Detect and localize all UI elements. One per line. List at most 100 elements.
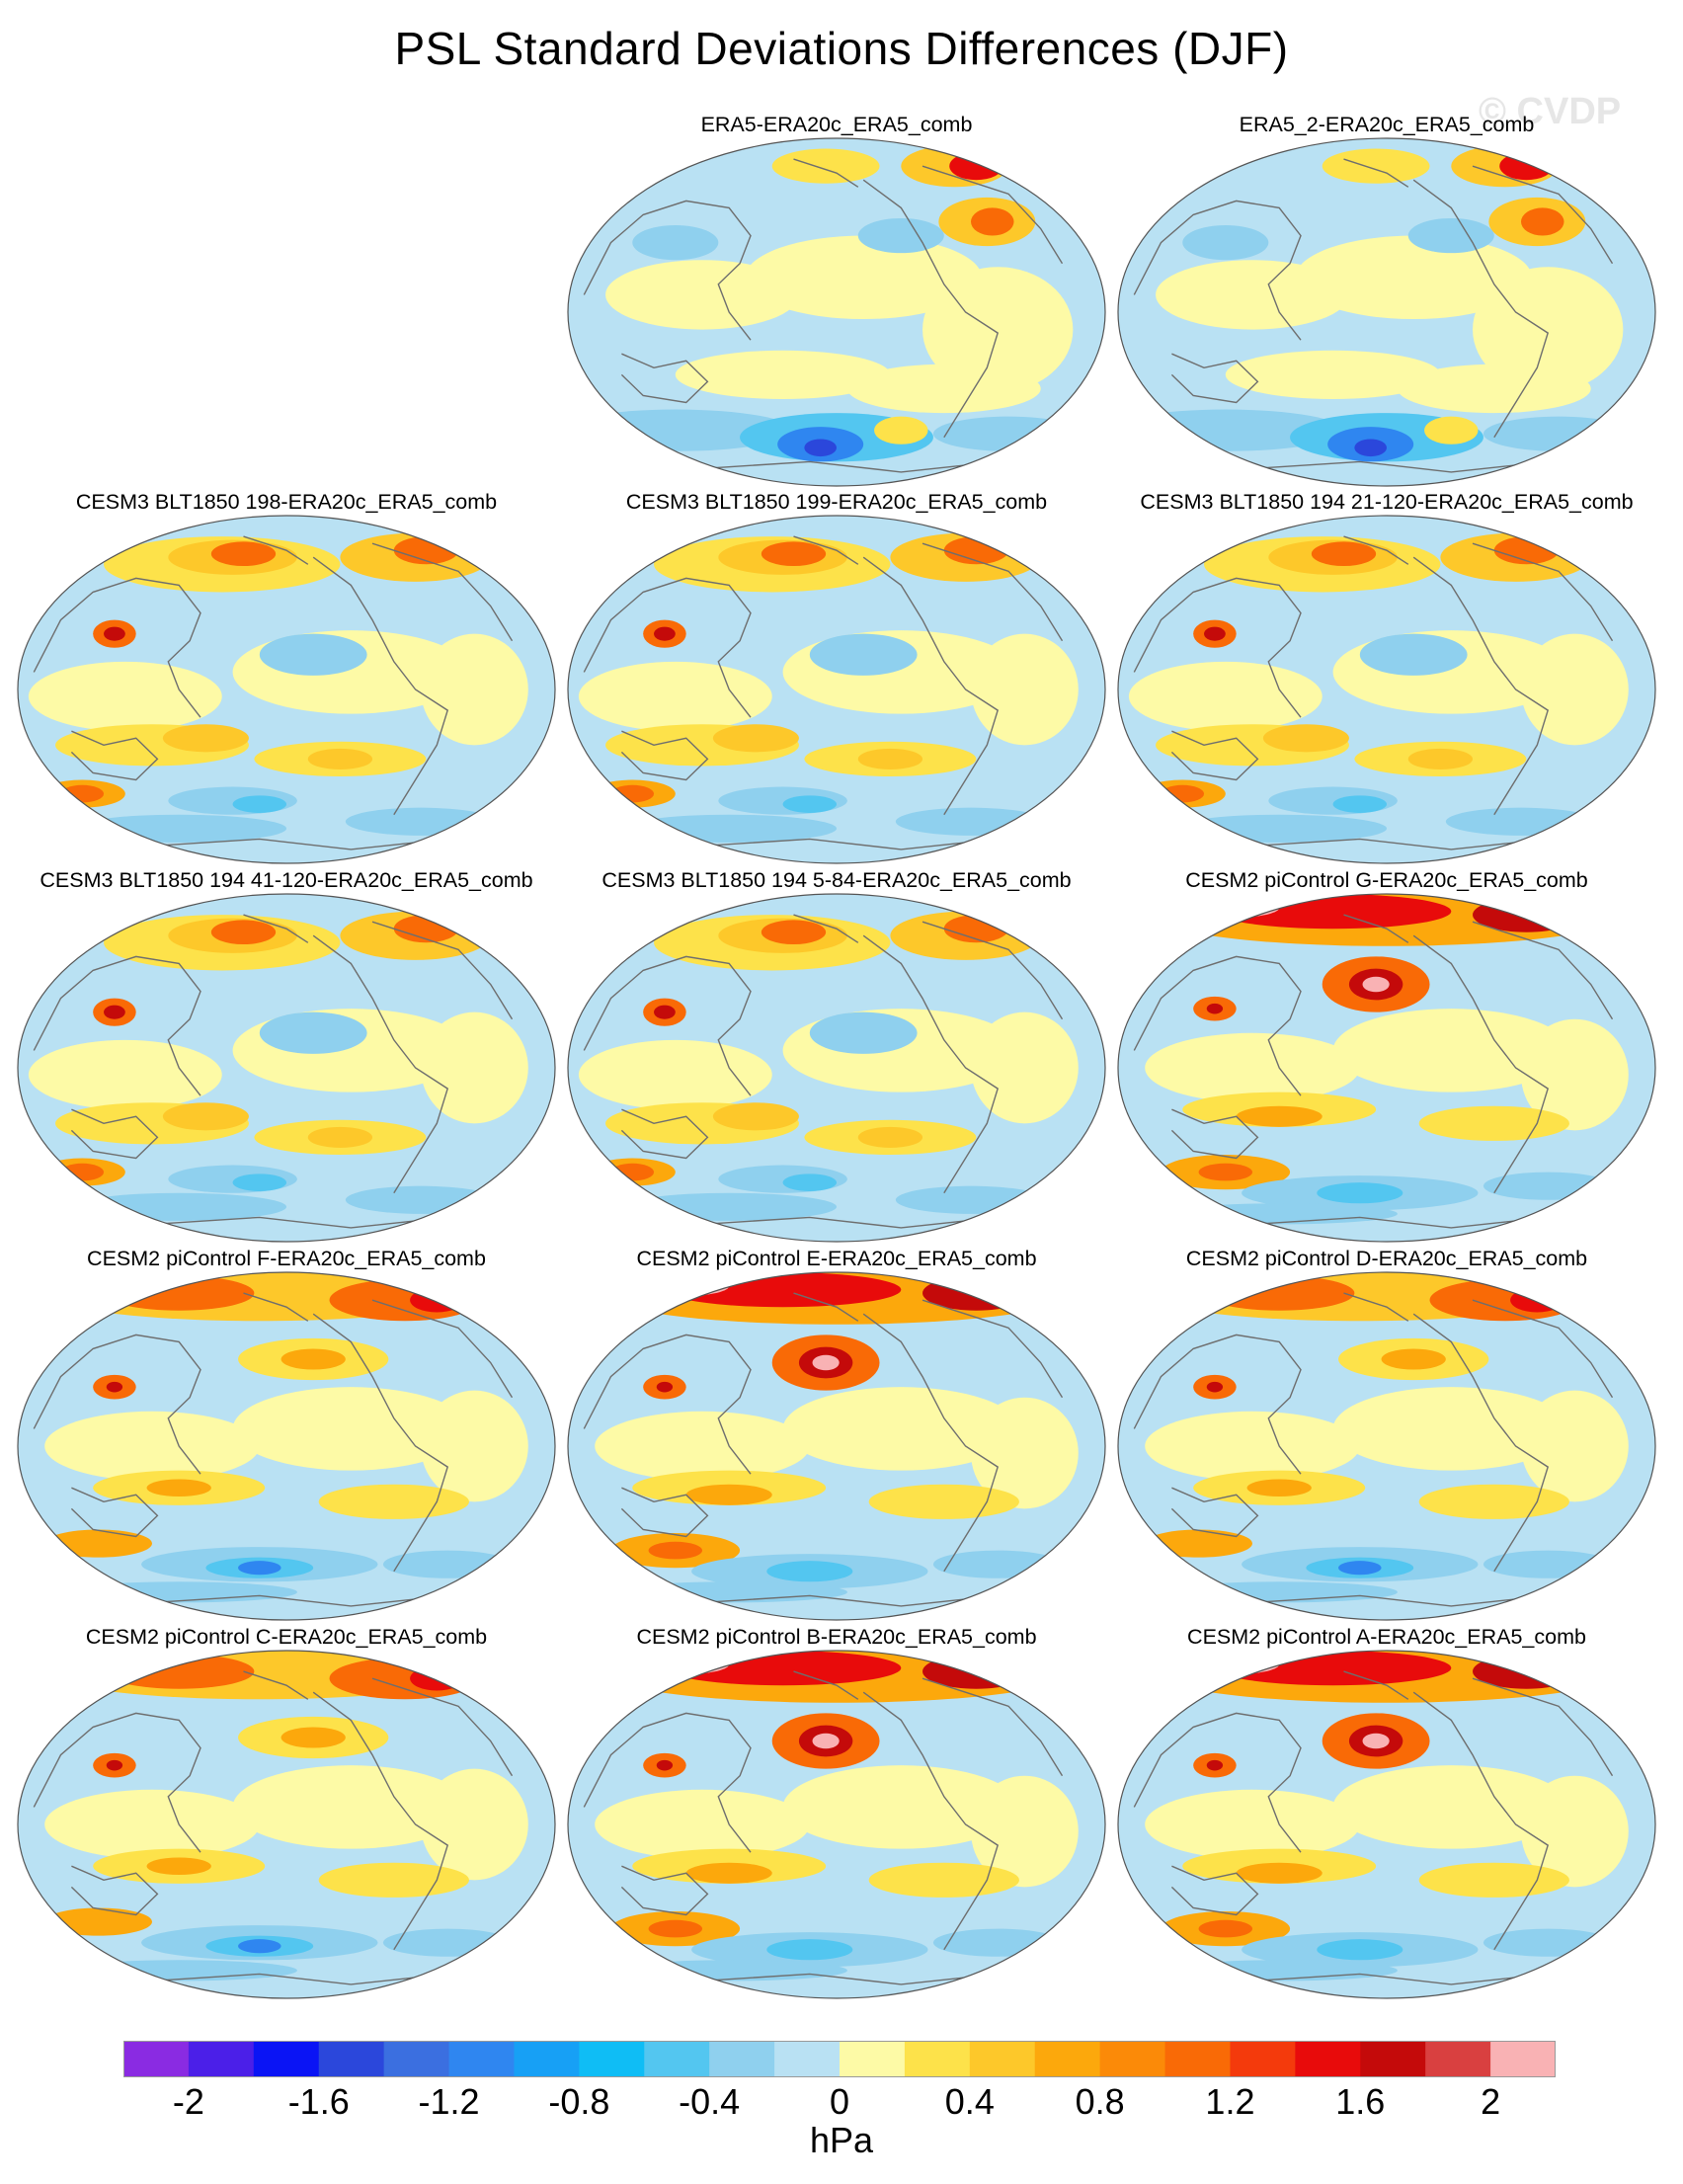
- anomaly-contour: [1521, 1018, 1629, 1131]
- projection-map: [1117, 1650, 1656, 1999]
- panel-title: CESM2 piControl G-ERA20c_ERA5_comb: [1185, 868, 1588, 892]
- anomaly-contour: [654, 626, 676, 641]
- anomaly-contour: [621, 814, 837, 843]
- anomaly-contour: [345, 1185, 497, 1214]
- colorbar-box: [774, 2041, 841, 2077]
- colorbar-box: [1230, 2041, 1296, 2077]
- colorbar-box: [188, 2041, 255, 2077]
- anomaly-contour: [610, 1581, 847, 1603]
- coastline: [312, 1313, 449, 1573]
- colorbar-box: [123, 2041, 190, 2077]
- anomaly-contour: [1521, 207, 1564, 236]
- anomaly-contour: [971, 1397, 1079, 1509]
- anomaly-contour: [104, 1275, 255, 1311]
- anomaly-contour: [1317, 1182, 1403, 1204]
- coastline: [1343, 158, 1409, 188]
- colorbar-tick-label: 1.2: [1205, 2081, 1255, 2122]
- coastline: [243, 1292, 309, 1322]
- anomaly-contour: [1128, 661, 1322, 732]
- anomaly-contour: [1521, 633, 1629, 746]
- coastline: [1170, 1865, 1259, 1916]
- coastline: [1343, 535, 1409, 565]
- anomaly-contour: [1161, 1203, 1398, 1225]
- panel-title: CESM3 BLT1850 194 41-120-ERA20c_ERA5_com…: [40, 868, 533, 892]
- coastline: [70, 1865, 159, 1916]
- coastline: [1170, 1487, 1259, 1538]
- colorbar-tick-label: -0.8: [548, 2081, 610, 2122]
- anomaly-contour: [595, 1789, 810, 1860]
- coastline: [1133, 200, 1302, 341]
- anomaly-contour: [28, 661, 222, 732]
- anomaly-contour: [1206, 1759, 1224, 1771]
- map-panel: CESM3 BLT1850 194 41-120-ERA20c_ERA5_com…: [10, 868, 563, 1248]
- panel-title: CESM2 piControl E-ERA20c_ERA5_comb: [636, 1247, 1037, 1270]
- anomaly-contour: [1317, 1939, 1403, 1961]
- panel-title: CESM3 BLT1850 194 21-120-ERA20c_ERA5_com…: [1140, 490, 1634, 514]
- coastline: [1412, 934, 1550, 1194]
- anomaly-contour: [868, 1862, 1019, 1898]
- anomaly-contour: [782, 1765, 1019, 1849]
- anomaly-contour: [1483, 1928, 1613, 1957]
- anomaly-contour: [971, 1011, 1079, 1124]
- anomaly-contour: [382, 1928, 513, 1957]
- coastline: [793, 1292, 859, 1322]
- anomaly-contour: [971, 633, 1079, 746]
- projection-map: [567, 1271, 1106, 1621]
- projection-map: [567, 1650, 1106, 1999]
- coastline: [33, 1712, 201, 1853]
- anomaly-contour: [259, 1011, 367, 1054]
- map-panel: CESM3 BLT1850 194 21-120-ERA20c_ERA5_com…: [1110, 490, 1663, 869]
- colorbar-box: [579, 2041, 645, 2077]
- anomaly-contour: [971, 1775, 1079, 1888]
- coastline: [371, 921, 514, 1020]
- coastline: [70, 730, 159, 781]
- anomaly-contour: [1204, 626, 1226, 641]
- anomaly-contour: [1225, 350, 1441, 399]
- anomaly-contour: [857, 748, 923, 769]
- anomaly-contour: [1354, 439, 1387, 457]
- coastline: [583, 955, 752, 1096]
- anomaly-contour: [1338, 1561, 1382, 1576]
- map-border: [1117, 893, 1656, 1243]
- anomaly-contour: [421, 633, 528, 746]
- anomaly-contour: [712, 1102, 799, 1131]
- coastline: [1412, 1313, 1550, 1573]
- map-border: [567, 137, 1106, 487]
- coastline: [922, 1677, 1064, 1777]
- anomaly-contour: [1161, 784, 1205, 803]
- colorbar-box: [1295, 2041, 1361, 2077]
- coastline: [1133, 577, 1302, 718]
- coastline: [862, 1313, 1000, 1573]
- map-panel: CESM2 piControl D-ERA20c_ERA5_comb: [1110, 1247, 1663, 1626]
- panel-title: CESM3 BLT1850 198-ERA20c_ERA5_comb: [75, 490, 498, 514]
- anomaly-contour: [345, 807, 497, 836]
- coastline: [1343, 1670, 1409, 1700]
- anomaly-contour: [610, 784, 655, 803]
- coastline: [620, 1108, 709, 1160]
- anomaly-contour: [1311, 541, 1377, 567]
- anomaly-contour: [1362, 976, 1390, 993]
- anomaly-contour: [28, 1039, 222, 1110]
- coastline: [922, 921, 1064, 1020]
- anomaly-contour: [104, 1005, 125, 1019]
- anomaly-contour: [846, 364, 1041, 414]
- coastline: [312, 934, 449, 1194]
- anomaly-contour: [971, 207, 1014, 236]
- anomaly-contour: [1521, 1390, 1629, 1502]
- coastline: [33, 577, 201, 718]
- figure-title: PSL Standard Deviations Differences (DJF…: [394, 23, 1289, 74]
- colorbar-tick-label: 0: [829, 2081, 850, 2122]
- coastline: [583, 577, 752, 718]
- anomaly-contour: [104, 626, 125, 641]
- coastline: [793, 158, 859, 188]
- colorbar: [123, 2041, 1556, 2077]
- map-panel: CESM2 piControl F-ERA20c_ERA5_comb: [10, 1247, 563, 1626]
- anomaly-contour: [210, 920, 277, 945]
- colorbar-tick-label: -1.6: [287, 2081, 350, 2122]
- anomaly-contour: [1473, 267, 1624, 392]
- anomaly-contour: [146, 1479, 211, 1497]
- anomaly-contour: [1418, 1484, 1569, 1519]
- watermark: © CVDP: [1479, 91, 1622, 132]
- anomaly-contour: [232, 795, 286, 813]
- anomaly-contour: [421, 1390, 528, 1502]
